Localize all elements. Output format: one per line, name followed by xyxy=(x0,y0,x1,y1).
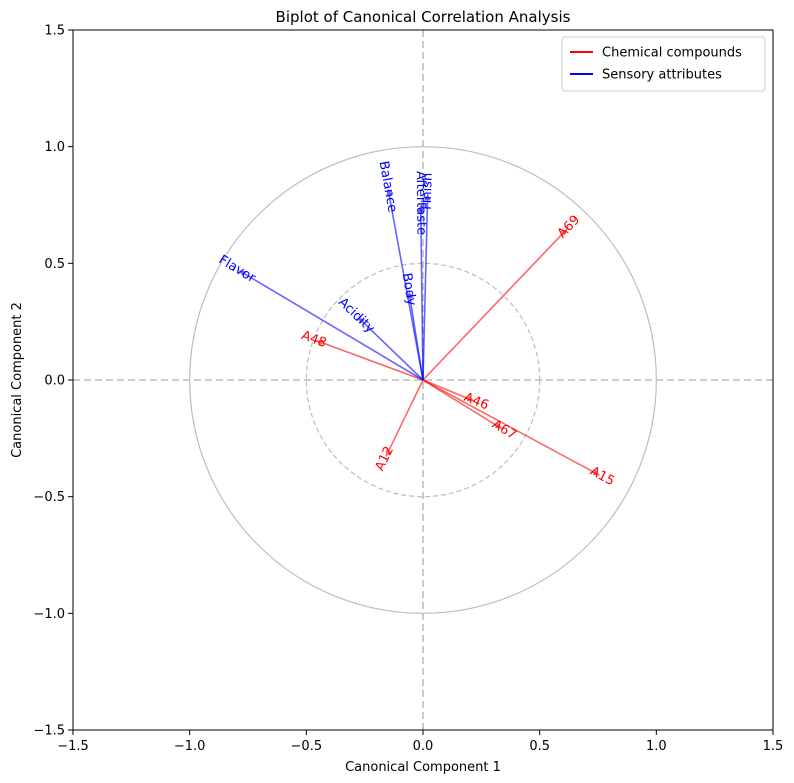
x-tick-label: 1.0 xyxy=(646,739,667,754)
vector-arrowhead-balance xyxy=(386,188,393,197)
vector-arrowhead-flavor xyxy=(238,270,247,277)
vector-line-a46 xyxy=(422,379,469,400)
x-tick-label: 1.5 xyxy=(763,739,784,754)
vector-arrowhead-body xyxy=(407,291,414,299)
x-tick-label: −1.0 xyxy=(174,739,206,754)
y-tick-label: −0.5 xyxy=(33,490,65,505)
vector-arrowhead-aftertaste xyxy=(417,205,424,213)
y-tick-label: −1.5 xyxy=(33,724,65,739)
vector-aftertaste: Aftertaste xyxy=(413,171,429,381)
vector-arrowhead-finish xyxy=(424,193,431,201)
x-axis-title: Canonical Component 1 xyxy=(345,760,501,775)
vector-line-flavor xyxy=(244,273,424,381)
y-tick-label: 1.0 xyxy=(44,140,65,155)
legend-label-chemical: Chemical compounds xyxy=(602,46,742,61)
vector-arrowhead-a46 xyxy=(466,395,475,402)
vector-label-body: Body xyxy=(399,272,419,307)
vector-line-a69 xyxy=(422,232,564,381)
vector-line-body xyxy=(409,298,424,381)
vector-label-finish: Finish xyxy=(420,173,436,210)
vector-arrowhead-a12 xyxy=(385,449,392,457)
vector-arrowhead-a48 xyxy=(315,339,324,346)
vector-line-aftertaste xyxy=(419,211,424,381)
x-tick-label: 0.0 xyxy=(413,739,434,754)
x-tick-label: 0.5 xyxy=(529,739,550,754)
vector-body: Body xyxy=(399,272,424,381)
vector-line-a12 xyxy=(388,379,424,452)
vector-arrowhead-a15 xyxy=(592,469,601,476)
x-tick-label: −0.5 xyxy=(291,739,323,754)
vector-arrowhead-a69 xyxy=(560,228,568,236)
legend-label-sensory: Sensory attributes xyxy=(602,68,722,83)
vector-line-acidity xyxy=(362,321,424,381)
y-tick-label: 0.0 xyxy=(44,374,65,389)
vector-finish: Finish xyxy=(420,173,436,381)
vector-label-aftertaste: Aftertaste xyxy=(413,171,429,235)
vector-line-a67 xyxy=(422,379,497,427)
vector-line-a15 xyxy=(422,379,595,474)
vector-arrowhead-acidity xyxy=(357,317,365,325)
y-tick-label: 1.5 xyxy=(44,24,65,39)
vector-line-finish xyxy=(422,200,429,381)
legend: Chemical compounds Sensory attributes xyxy=(561,36,766,92)
vector-arrowhead-a67 xyxy=(494,422,503,429)
y-tick-label: −1.0 xyxy=(33,607,65,622)
y-axis-title: Canonical Component 2 xyxy=(10,302,25,458)
x-tick-label: −1.5 xyxy=(57,739,89,754)
y-tick-label: 0.5 xyxy=(44,257,65,272)
chart-title: Biplot of Canonical Correlation Analysis xyxy=(276,8,571,26)
vector-line-a48 xyxy=(321,342,424,381)
legend-box xyxy=(561,36,766,92)
